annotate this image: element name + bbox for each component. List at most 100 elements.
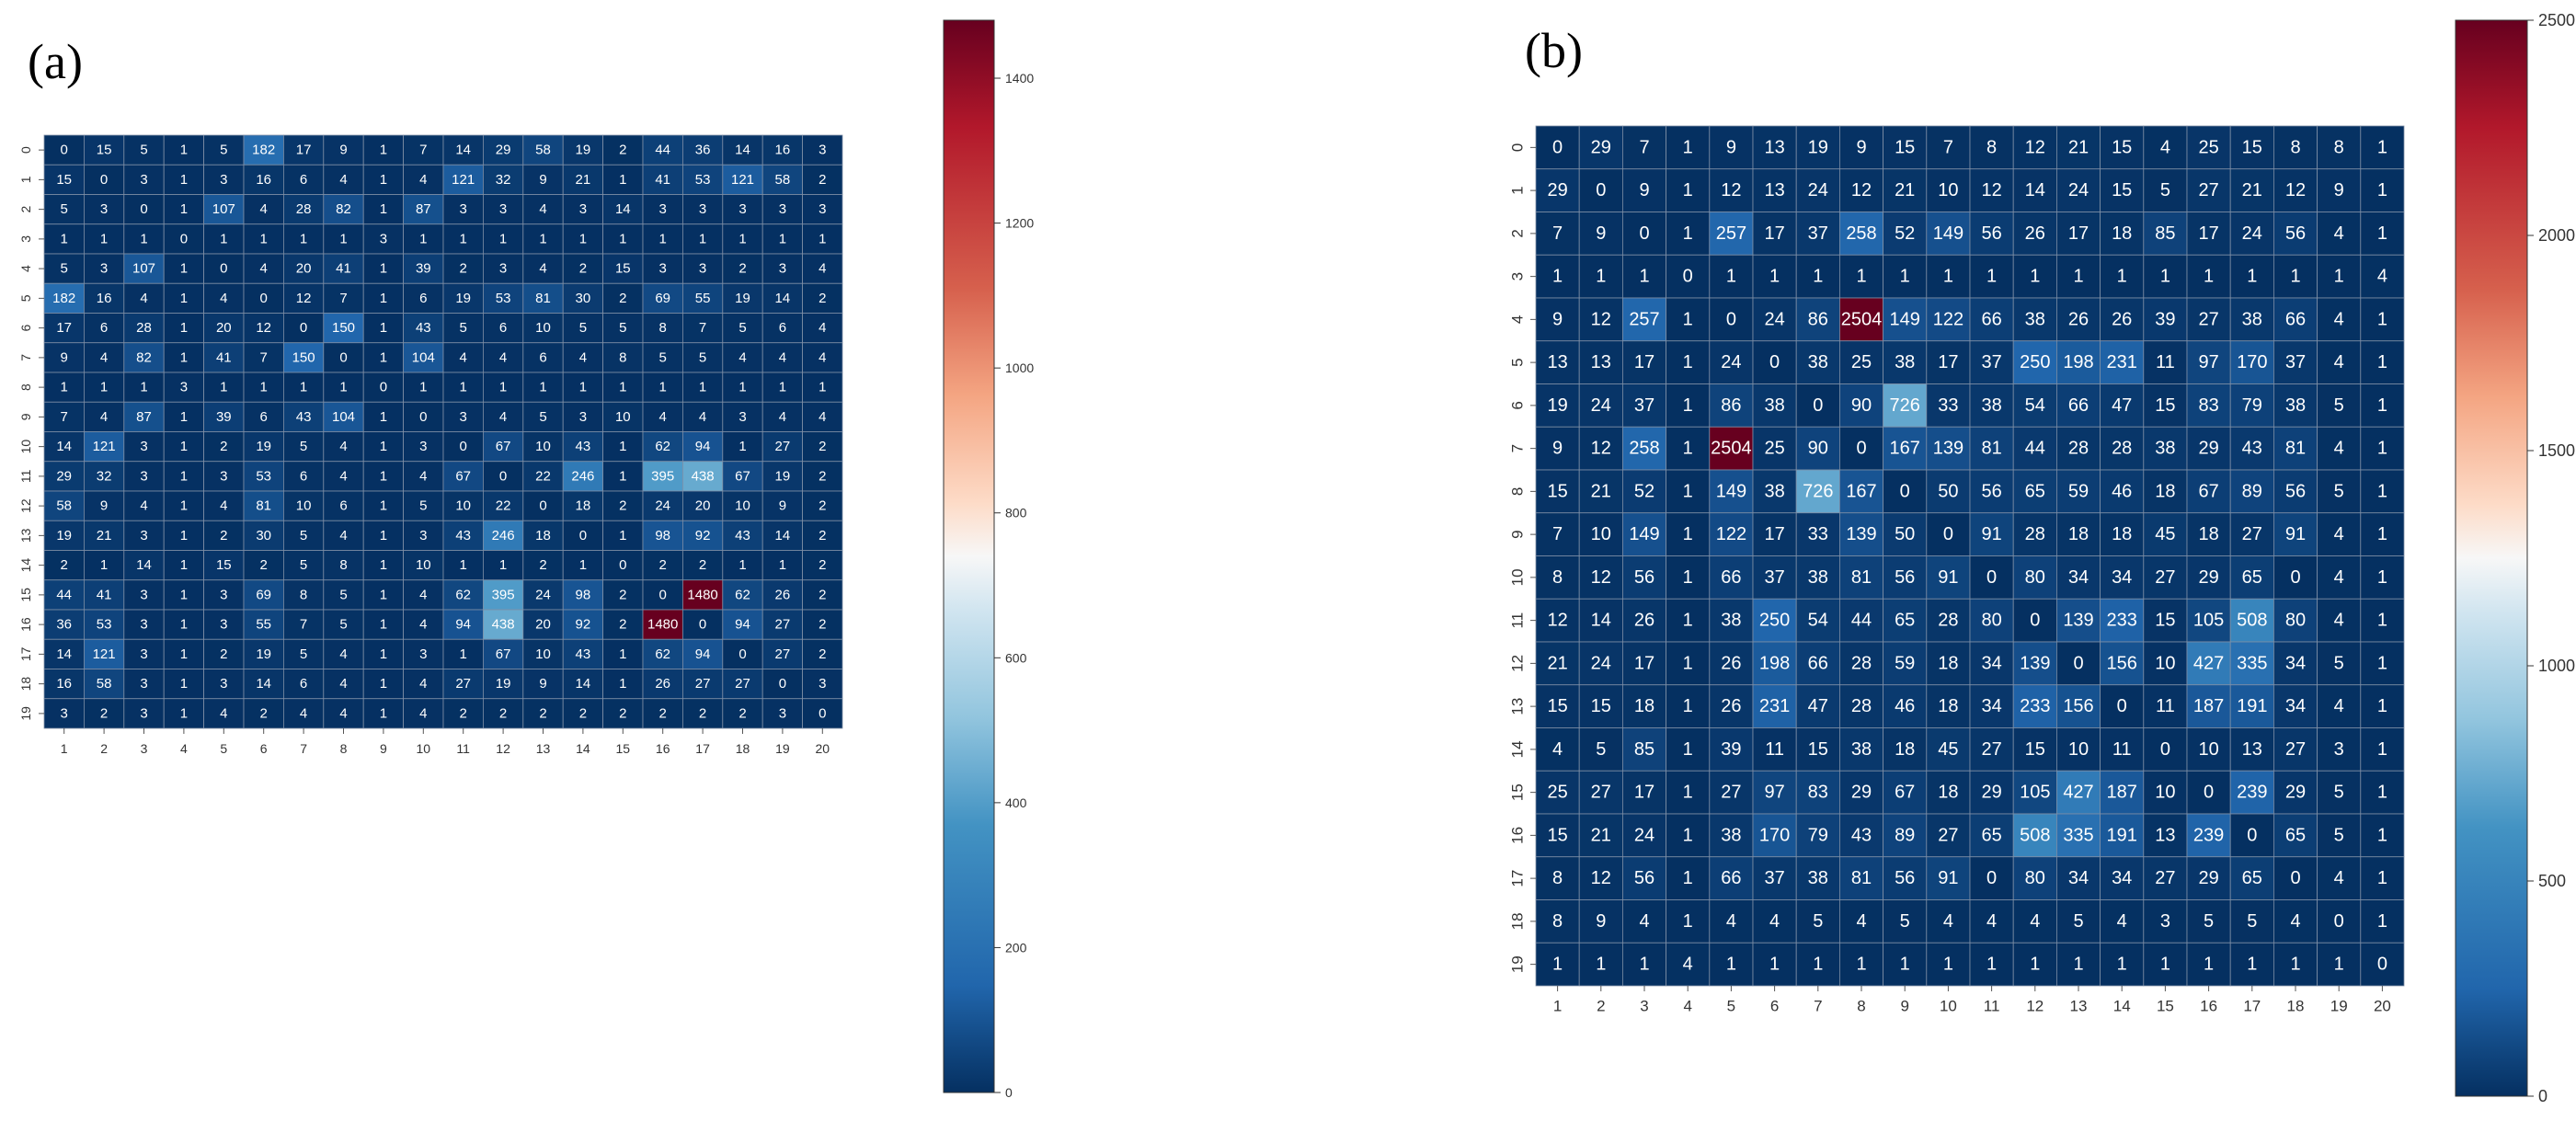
heatmap-cell	[602, 342, 644, 373]
cell-value-label: 18	[1938, 783, 1958, 803]
heatmap-cell	[2317, 426, 2362, 471]
cell-value-label: 81	[1851, 567, 1872, 588]
heatmap-cell	[682, 134, 724, 166]
cell-value-label: 4	[2334, 611, 2344, 631]
cell-value-label: 27	[2155, 868, 2175, 888]
heatmap-cell	[2360, 383, 2405, 428]
heatmap-cell	[282, 282, 325, 314]
heatmap-cell	[1578, 727, 1623, 772]
cell-value-label: 1	[180, 557, 188, 573]
cell-value-label: 438	[492, 617, 515, 633]
heatmap-cell	[442, 134, 484, 166]
cell-value-label: 2	[619, 143, 626, 158]
cell-value-label: 65	[2025, 481, 2045, 501]
heatmap-cell	[1795, 770, 1840, 815]
cell-value-label: 3	[100, 201, 108, 217]
cell-value-label: 56	[2285, 223, 2306, 244]
heatmap-cell	[1752, 469, 1797, 514]
heatmap-b: 0 29 7 1 9 13 19 9 15 7 8 12 21 15 4 25 15 8 8 129 0 9 1 12 13 24…	[1509, 11, 2576, 1105]
heatmap-cell	[522, 461, 564, 492]
cell-value-label: 3	[140, 172, 147, 188]
heatmap-cell	[1666, 469, 1711, 514]
cell-value-label: 10	[735, 498, 750, 514]
heatmap-cell	[1578, 942, 1623, 987]
cell-value-label: 4	[539, 201, 546, 217]
heatmap-cell	[722, 164, 763, 195]
cell-value-label: 9	[1639, 180, 1649, 200]
heatmap-cell	[2273, 727, 2318, 772]
cell-value-label: 1	[738, 557, 746, 573]
heatmap-cell	[761, 342, 804, 373]
heatmap-cell	[1666, 340, 1711, 384]
col-tick-label: 4	[180, 741, 188, 756]
heatmap-cell	[602, 194, 644, 225]
cell-value-label: 79	[2242, 395, 2262, 416]
heatmap-cell	[1795, 297, 1840, 342]
cell-value-label: 13	[1764, 180, 1784, 200]
cell-value-label: 1	[100, 231, 108, 246]
heatmap-cell	[2360, 125, 2405, 170]
cell-value-label: 1	[380, 617, 387, 633]
cell-value-label: 4	[2334, 223, 2344, 244]
cell-value-label: 21	[576, 172, 591, 188]
heatmap-cell	[682, 313, 724, 344]
col-tick-label: 10	[417, 741, 431, 756]
cell-value-label: 0	[1986, 567, 1997, 588]
row-tick-label: 5	[1509, 358, 1527, 366]
heatmap-cell	[2273, 942, 2318, 987]
cell-value-label: 4	[539, 261, 546, 277]
heatmap-cell	[602, 698, 644, 729]
cell-value-label: 2	[460, 705, 467, 721]
cell-value-label: 19	[256, 439, 271, 454]
cell-value-label: 12	[2285, 180, 2306, 200]
heatmap-cell	[1622, 856, 1667, 900]
col-tick-label: 8	[1857, 998, 1865, 1015]
heatmap-cell	[1969, 770, 2014, 815]
col-tick-label: 14	[576, 741, 590, 756]
cell-value-label: 2	[260, 557, 268, 573]
heatmap-cell	[1578, 598, 1623, 643]
cell-value-label: 4	[339, 172, 347, 188]
cell-value-label: 7	[1552, 524, 1563, 544]
heatmap-cell	[442, 550, 484, 581]
cell-value-label: 28	[1851, 696, 1872, 716]
cell-value-label: 38	[2025, 309, 2045, 329]
cell-value-label: 2	[539, 557, 546, 573]
cell-value-label: 105	[2020, 783, 2050, 803]
cell-value-label: 59	[1895, 653, 1915, 673]
heatmap-cell	[203, 342, 245, 373]
cell-value-label: 25	[1764, 439, 1784, 459]
col-tick-label: 18	[736, 741, 750, 756]
cell-value-label: 1	[61, 380, 68, 395]
heatmap-cell	[1795, 426, 1840, 471]
cell-value-label: 3	[779, 261, 786, 277]
heatmap-cell	[2100, 813, 2145, 858]
heatmap-cell	[602, 223, 644, 255]
cell-value-label: 8	[1552, 567, 1563, 588]
cell-value-label: 17	[1634, 352, 1654, 372]
heatmap-cell	[1752, 297, 1797, 342]
heatmap-cell	[1926, 555, 1971, 600]
cell-value-label: 2	[819, 587, 826, 602]
cell-value-label: 25	[1851, 352, 1872, 372]
cell-value-label: 66	[1721, 567, 1741, 588]
cell-value-label: 6	[779, 320, 786, 336]
cell-value-label: 1	[1552, 955, 1563, 975]
cell-value-label: 38	[1764, 481, 1784, 501]
cell-value-label: 28	[2112, 439, 2132, 459]
cell-value-label: 4	[419, 468, 427, 484]
heatmap-cell	[362, 194, 405, 225]
cell-value-label: 1	[380, 646, 387, 662]
cell-value-label: 9	[779, 498, 786, 514]
cell-value-label: 1	[2377, 783, 2387, 803]
cell-value-label: 1	[2334, 955, 2344, 975]
heatmap-cell	[1535, 555, 1580, 600]
heatmap-cell	[1578, 383, 1623, 428]
cell-value-label: 3	[100, 261, 108, 277]
cell-value-label: 4	[220, 705, 227, 721]
heatmap-cell	[1622, 813, 1667, 858]
cell-value-label: 56	[1634, 567, 1654, 588]
cell-value-label: 9	[539, 676, 546, 692]
heatmap-cell	[1926, 512, 1971, 556]
cell-value-label: 726	[1803, 481, 1833, 501]
